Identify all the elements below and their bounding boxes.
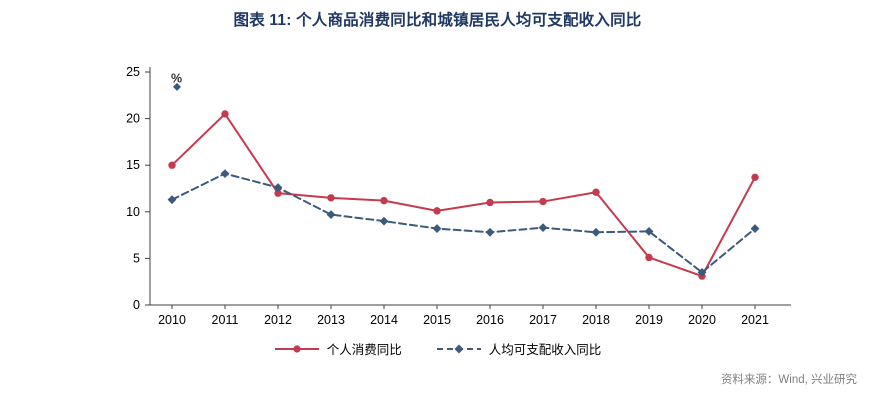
svg-text:15: 15	[126, 158, 140, 172]
svg-text:2016: 2016	[476, 313, 504, 327]
blue-dashed-line-diamond-icon	[436, 344, 481, 353]
svg-text:25: 25	[126, 65, 140, 79]
legend-label-income: 人均可支配收入同比	[488, 343, 602, 357]
legend-label-consumption: 个人消费同比	[326, 343, 402, 357]
line-chart-plot-area: 0 5 10 15 20 25 2010 2011 2012 2013 2014 2015 2016 20…	[126, 65, 791, 327]
svg-text:0: 0	[133, 298, 140, 312]
svg-text:%: %	[171, 71, 182, 85]
svg-text:5: 5	[133, 251, 140, 265]
svg-text:2010: 2010	[158, 313, 186, 327]
svg-text:2014: 2014	[370, 313, 398, 327]
svg-text:2021: 2021	[741, 313, 769, 327]
svg-text:2018: 2018	[582, 313, 610, 327]
svg-text:2012: 2012	[264, 313, 292, 327]
red-solid-line-circle-icon	[274, 344, 319, 353]
chart-legend: 个人消费同比 人均可支配收入同比	[0, 339, 875, 358]
chart-title: 图表 11: 个人商品消费同比和城镇居民人均可支配收入同比	[233, 12, 642, 29]
svg-text:2013: 2013	[317, 313, 345, 327]
source-note: 资料来源：Wind, 兴业研究	[720, 374, 857, 386]
legend-item-income: 人均可支配收入同比	[436, 339, 602, 358]
svg-text:10: 10	[126, 205, 140, 219]
svg-text:2011: 2011	[212, 313, 239, 327]
legend-item-consumption: 个人消费同比	[274, 339, 402, 358]
svg-text:2019: 2019	[635, 313, 663, 327]
svg-text:2020: 2020	[688, 313, 716, 327]
svg-text:20: 20	[126, 112, 140, 126]
svg-text:2015: 2015	[423, 313, 451, 327]
svg-text:2017: 2017	[529, 313, 557, 327]
